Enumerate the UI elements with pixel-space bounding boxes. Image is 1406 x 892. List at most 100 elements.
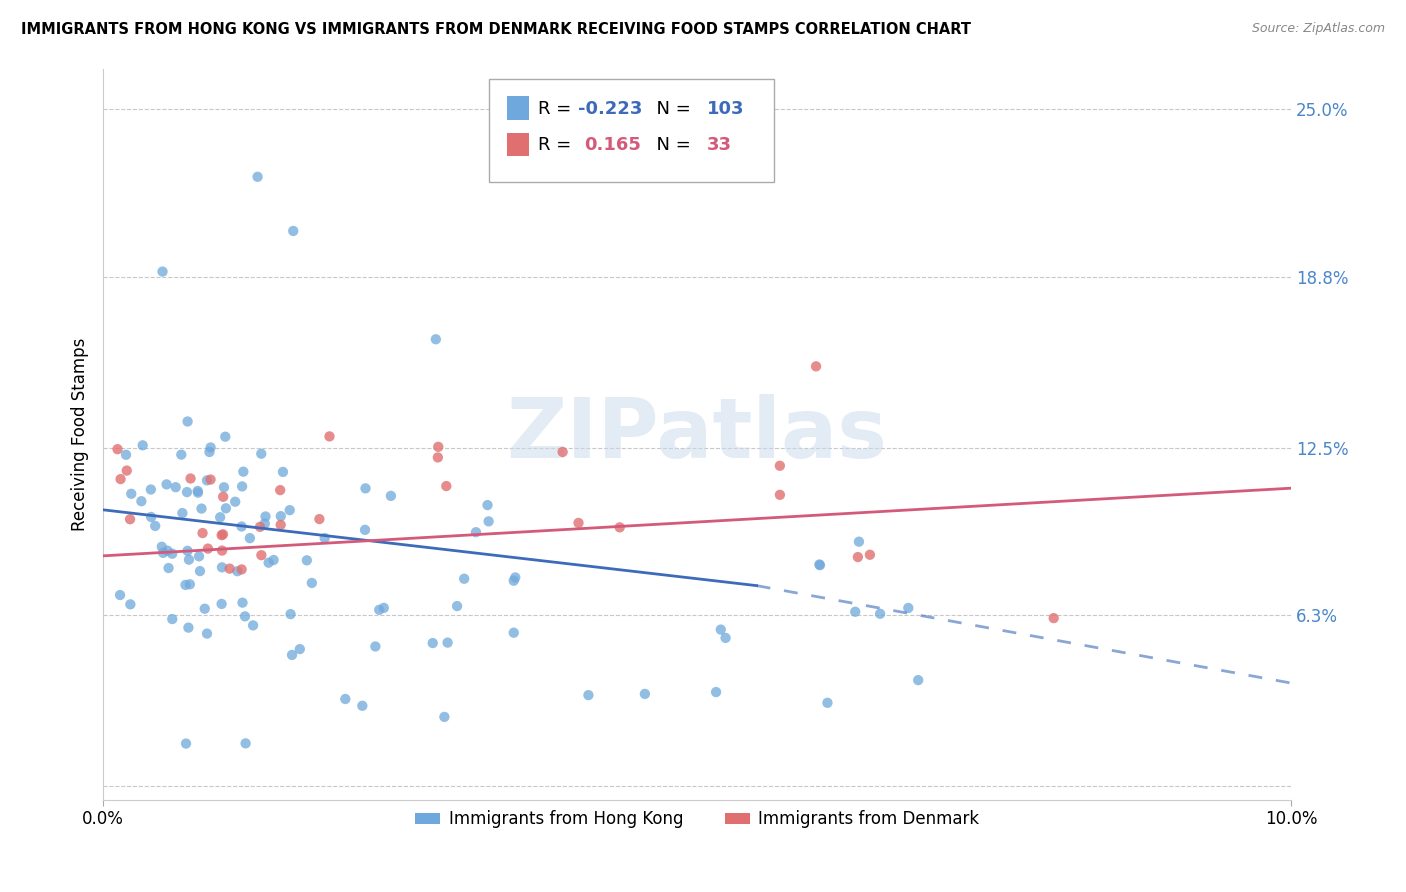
Point xyxy=(212,490,235,504)
Point xyxy=(436,635,458,649)
Point xyxy=(239,531,262,545)
Point xyxy=(907,673,929,687)
Point xyxy=(200,473,222,487)
Point xyxy=(177,621,200,635)
Point xyxy=(257,556,280,570)
Point xyxy=(120,487,142,501)
Point xyxy=(425,332,447,346)
Point xyxy=(433,710,456,724)
Point xyxy=(198,445,221,459)
Point xyxy=(118,512,141,526)
Point xyxy=(110,472,132,486)
Point xyxy=(170,448,193,462)
Point xyxy=(263,553,285,567)
Point xyxy=(808,558,831,572)
Point xyxy=(253,516,276,531)
FancyBboxPatch shape xyxy=(508,133,529,156)
Point xyxy=(373,600,395,615)
Point xyxy=(551,445,574,459)
Point xyxy=(769,458,792,473)
FancyBboxPatch shape xyxy=(489,79,775,182)
Text: -0.223: -0.223 xyxy=(578,100,643,118)
Point xyxy=(710,623,733,637)
Point xyxy=(120,598,142,612)
Point xyxy=(769,488,792,502)
Point xyxy=(271,465,294,479)
Point xyxy=(354,523,377,537)
Point xyxy=(176,485,198,500)
Point xyxy=(478,514,501,528)
Point xyxy=(152,264,174,278)
Point xyxy=(453,572,475,586)
Point xyxy=(270,509,292,524)
Point xyxy=(139,510,162,524)
Point xyxy=(465,525,488,540)
Point xyxy=(143,519,166,533)
Point xyxy=(177,552,200,566)
Point xyxy=(209,510,232,524)
Point xyxy=(160,547,183,561)
Point xyxy=(212,527,235,541)
Point xyxy=(477,498,499,512)
Text: N =: N = xyxy=(645,100,696,118)
Point xyxy=(214,430,236,444)
Point xyxy=(368,603,391,617)
Point xyxy=(152,546,174,560)
Point xyxy=(224,494,246,508)
Text: ZIPatlas: ZIPatlas xyxy=(506,393,887,475)
Point xyxy=(364,640,387,654)
Point xyxy=(804,359,827,374)
Text: Source: ZipAtlas.com: Source: ZipAtlas.com xyxy=(1251,22,1385,36)
Point xyxy=(211,543,233,558)
Point xyxy=(107,442,129,457)
Y-axis label: Receiving Food Stamps: Receiving Food Stamps xyxy=(72,337,89,531)
Point xyxy=(427,440,450,454)
Point xyxy=(250,548,273,562)
Legend: Immigrants from Hong Kong, Immigrants from Denmark: Immigrants from Hong Kong, Immigrants fr… xyxy=(409,804,986,835)
Point xyxy=(714,631,737,645)
Point xyxy=(704,685,727,699)
Point xyxy=(269,483,291,497)
Point xyxy=(176,415,198,429)
Point xyxy=(139,483,162,497)
Point xyxy=(1042,611,1064,625)
Point xyxy=(176,544,198,558)
Point xyxy=(567,516,589,530)
Point xyxy=(131,438,153,452)
Point xyxy=(434,479,457,493)
Point xyxy=(301,576,323,591)
Point xyxy=(233,609,256,624)
Point xyxy=(231,479,253,493)
Point xyxy=(195,626,218,640)
Point xyxy=(115,464,138,478)
Point xyxy=(817,696,839,710)
Point xyxy=(281,648,304,662)
Point xyxy=(283,224,305,238)
Point xyxy=(211,597,233,611)
Point xyxy=(295,553,318,567)
Point xyxy=(242,618,264,632)
Point xyxy=(254,509,277,524)
Text: IMMIGRANTS FROM HONG KONG VS IMMIGRANTS FROM DENMARK RECEIVING FOOD STAMPS CORRE: IMMIGRANTS FROM HONG KONG VS IMMIGRANTS … xyxy=(21,22,972,37)
Point xyxy=(200,441,222,455)
Point xyxy=(270,517,292,532)
Point xyxy=(859,548,882,562)
Point xyxy=(187,485,209,500)
Point xyxy=(502,574,524,588)
Point xyxy=(446,599,468,613)
Point xyxy=(218,561,240,575)
Point xyxy=(162,612,184,626)
Point xyxy=(231,596,253,610)
Point xyxy=(897,601,920,615)
Point xyxy=(235,736,257,750)
Point xyxy=(174,578,197,592)
Point xyxy=(634,687,657,701)
Point xyxy=(231,562,253,576)
Text: 33: 33 xyxy=(707,136,731,154)
Point xyxy=(179,577,201,591)
Point xyxy=(211,528,233,542)
Point xyxy=(197,541,219,556)
Point xyxy=(380,489,402,503)
Point xyxy=(808,558,831,573)
Point xyxy=(155,477,177,491)
